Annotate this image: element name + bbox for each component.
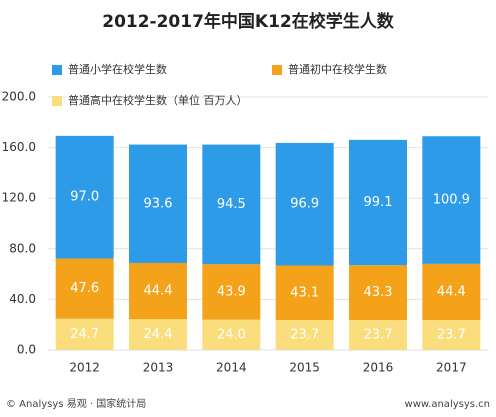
data-label: 93.6 — [144, 196, 173, 211]
x-tick-label: 2013 — [143, 361, 174, 375]
bar-segment — [422, 320, 481, 350]
x-tick-label: 2014 — [216, 361, 247, 375]
source: © Analysys 易观 · 国家统计局 — [6, 397, 146, 410]
bar-segment — [202, 144, 261, 265]
bar-segment — [349, 139, 407, 266]
legend-label: 普通初中在校学生数 — [288, 62, 387, 76]
data-label: 43.3 — [364, 285, 393, 300]
x-tick-label: 2016 — [363, 361, 394, 375]
y-tick-label: 120.0 — [2, 191, 36, 205]
y-tick-label: 0.0 — [17, 343, 36, 357]
x-tick-label: 2015 — [289, 361, 320, 375]
data-label: 23.7 — [437, 328, 466, 343]
legend-swatch — [52, 65, 62, 75]
legend-label: 普通高中在校学生数（单位 百万人） — [68, 93, 248, 107]
data-label: 24.0 — [217, 327, 246, 342]
bar-segment — [275, 320, 334, 350]
data-label: 24.4 — [144, 327, 173, 342]
data-label: 99.1 — [364, 195, 393, 210]
legend-swatch — [52, 96, 62, 106]
bar-segment — [349, 320, 407, 350]
bar-segment — [129, 319, 187, 350]
y-tick-label: 160.0 — [2, 140, 36, 154]
legend-swatch — [272, 65, 282, 75]
bar-segment — [349, 265, 407, 321]
chart-title: 2012-2017年中国K12在校学生人数 — [102, 11, 395, 32]
data-label: 97.0 — [70, 190, 99, 205]
bar-segment — [275, 142, 334, 266]
bar-segment — [55, 318, 114, 350]
x-tick-label: 2017 — [436, 361, 467, 375]
y-tick-label: 200.0 — [2, 90, 36, 104]
bar-segment — [55, 135, 114, 259]
bar-segment — [422, 263, 481, 321]
bar-segment — [129, 262, 187, 320]
data-label: 44.4 — [437, 284, 466, 299]
bar-segment — [202, 319, 261, 350]
x-tick-label: 2012 — [69, 361, 100, 375]
bar-segment — [275, 265, 334, 321]
bar-segment — [55, 258, 114, 319]
data-label: 44.4 — [144, 284, 173, 299]
y-tick-label: 80.0 — [9, 241, 36, 255]
website: www.analysys.cn — [405, 399, 490, 410]
bar-segment — [129, 144, 187, 263]
y-tick-label: 40.0 — [9, 292, 36, 306]
data-label: 96.9 — [290, 197, 319, 212]
data-label: 100.9 — [433, 193, 470, 208]
data-label: 24.7 — [70, 327, 99, 342]
data-label: 43.1 — [290, 285, 319, 300]
data-label: 94.5 — [217, 197, 246, 212]
data-label: 43.9 — [217, 284, 246, 299]
data-label: 23.7 — [290, 328, 319, 343]
legend-label: 普通小学在校学生数 — [68, 62, 167, 76]
data-label: 23.7 — [364, 328, 393, 343]
data-label: 47.6 — [70, 281, 99, 296]
bar-segment — [202, 264, 261, 320]
bar-segment — [422, 136, 481, 264]
